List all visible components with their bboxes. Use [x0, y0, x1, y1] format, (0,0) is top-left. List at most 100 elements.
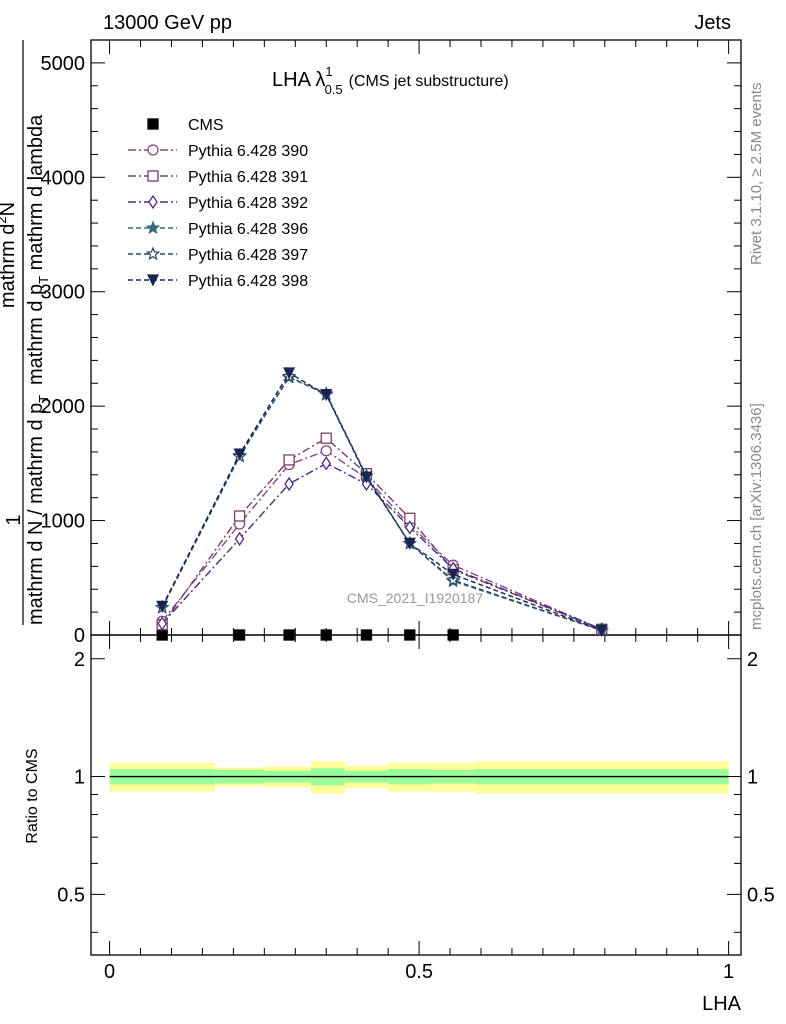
series-line — [161, 462, 602, 630]
y-tick-label: 1000 — [41, 511, 86, 533]
y-tick-label: 5000 — [41, 53, 86, 75]
legend-marker — [146, 274, 160, 287]
data-point — [360, 471, 373, 484]
legend-marker — [145, 246, 161, 261]
legend-label: Pythia 6.428 392 — [188, 195, 308, 212]
x-axis-label: LHA — [702, 993, 742, 1015]
header-left: 13000 GeV pp — [103, 12, 232, 34]
data-point — [233, 629, 246, 641]
title-sub: 0.5 — [325, 82, 343, 97]
legend-item: Pythia 6.428 398 — [128, 273, 308, 290]
rivet-label: Rivet 3.1.10, ≥ 2.5M events — [748, 83, 765, 266]
legend-marker — [147, 118, 159, 130]
y-tick-label: 3000 — [41, 282, 86, 304]
ratio-y-axis-label: Ratio to CMS — [24, 748, 41, 843]
legend-item: Pythia 6.428 390 — [128, 143, 308, 160]
data-point — [360, 629, 373, 641]
plot-title: LHA λ1 0.5 (CMS jet substructure) — [272, 64, 509, 97]
ylabel-frac-top-sup: 2 — [0, 216, 9, 223]
ratio-y-tick-label-right: 2 — [747, 649, 758, 671]
legend-marker — [148, 194, 158, 210]
legend-label: Pythia 6.428 391 — [188, 169, 308, 186]
data-point — [321, 456, 332, 471]
legend-label: CMS — [188, 117, 224, 134]
title-main: LHA λ — [272, 69, 325, 91]
ylabel-denominator-sub: T — [36, 395, 51, 403]
data-point — [320, 629, 332, 641]
mcplots-label: mcplots.cern.ch [arXiv:1306.3436] — [748, 403, 765, 630]
ratio-y-tick-label: 1 — [74, 767, 85, 789]
ylabel-frac-top-rest: N — [0, 202, 19, 216]
data-point — [157, 616, 167, 631]
data-point — [320, 445, 332, 457]
series-layer — [154, 367, 609, 641]
legend-item: Pythia 6.428 396 — [128, 220, 308, 238]
legend-item: Pythia 6.428 397 — [128, 246, 308, 264]
title-sup: 1 — [325, 64, 332, 79]
data-point — [284, 476, 294, 492]
legend-marker — [145, 220, 161, 235]
svg-text:mathrm d pT mathrm d lambda: mathrm d pT mathrm d lambda — [25, 114, 51, 385]
legend: CMS Pythia 6.428 390 Pythia 6.428 391 Pythi… — [128, 117, 308, 290]
analysis-watermark: CMS_2021_I1920187 — [347, 590, 483, 606]
legend-label: Pythia 6.428 397 — [188, 247, 308, 264]
x-tick-label: 1 — [723, 961, 734, 983]
data-point — [320, 389, 333, 402]
data-point — [595, 624, 608, 637]
legend-item: Pythia 6.428 392 — [128, 194, 308, 212]
ylabel-frac-bottom-sub: T — [36, 276, 51, 284]
legend-label: Pythia 6.428 398 — [188, 273, 308, 290]
data-point — [234, 531, 245, 547]
ratio-uncertainty-bands — [109, 761, 729, 794]
data-point — [404, 629, 416, 641]
data-point — [403, 537, 416, 550]
series-pythia-6-428-390 — [156, 445, 608, 635]
legend-item: CMS — [147, 117, 224, 134]
series-line — [161, 449, 602, 630]
svg-text:mathrm d N / mathrm d pT: mathrm d N / mathrm d pT — [25, 395, 51, 625]
ylabel-frac-top: mathrm d — [0, 224, 19, 308]
data-point — [233, 510, 246, 522]
data-point — [283, 454, 295, 466]
ylabel-frac-bottom-rest: mathrm d lambda — [25, 114, 47, 276]
data-point — [156, 600, 169, 613]
svg-text:1: 1 — [3, 514, 25, 525]
ratio-y-tick-label-right: 1 — [747, 767, 758, 789]
series-pythia-6-428-398 — [156, 367, 608, 637]
legend-label: Pythia 6.428 390 — [188, 143, 308, 160]
svg-text:mathrm d2N: mathrm d2N — [0, 202, 19, 308]
title-suffix: (CMS jet substructure) — [349, 73, 509, 90]
series-line — [161, 375, 602, 632]
series-line — [161, 372, 602, 632]
legend-label: Pythia 6.428 396 — [188, 221, 308, 238]
main-panel-axes: 0 1000 2000 3000 4000 5000 — [41, 39, 742, 647]
x-tick-label: 0 — [104, 961, 115, 983]
data-point — [156, 629, 168, 641]
ratio-y-tick-label: 2 — [74, 649, 85, 671]
y-tick-label: 2000 — [41, 396, 86, 418]
x-tick-label: 0.5 — [405, 961, 433, 983]
data-point — [447, 568, 460, 581]
data-point — [405, 520, 415, 535]
legend-item: Pythia 6.428 391 — [128, 169, 308, 186]
data-point — [447, 629, 459, 641]
ratio-y-tick-label-right: 0.5 — [747, 884, 775, 906]
data-point — [283, 629, 295, 641]
ylabel-one: 1 — [3, 514, 25, 525]
ratio-panel-frame — [90, 634, 742, 956]
main-y-axis-label: 1 mathrm d N / mathrm d pT mathrm d2N ma… — [0, 40, 51, 625]
ylabel-frac-bottom: mathrm d p — [25, 284, 47, 385]
legend-marker — [147, 144, 159, 156]
header-right: Jets — [694, 12, 731, 34]
data-point — [233, 448, 246, 461]
data-point — [283, 367, 296, 380]
ratio-panel-axes: 0 0.5 1 0.5 0.5 1 1 2 2 — [57, 634, 775, 983]
ratio-y-tick-label: 0.5 — [57, 884, 85, 906]
svg-text:LHA λ10.5(CMS jet substructure: LHA λ1 0.5 (CMS jet substructure) — [272, 64, 509, 97]
ylabel-denominator: mathrm d N / mathrm d p — [25, 403, 47, 625]
y-tick-label: 4000 — [41, 167, 86, 189]
y-tick-label: 0 — [74, 625, 85, 647]
legend-marker — [147, 170, 159, 182]
data-point — [320, 432, 332, 444]
